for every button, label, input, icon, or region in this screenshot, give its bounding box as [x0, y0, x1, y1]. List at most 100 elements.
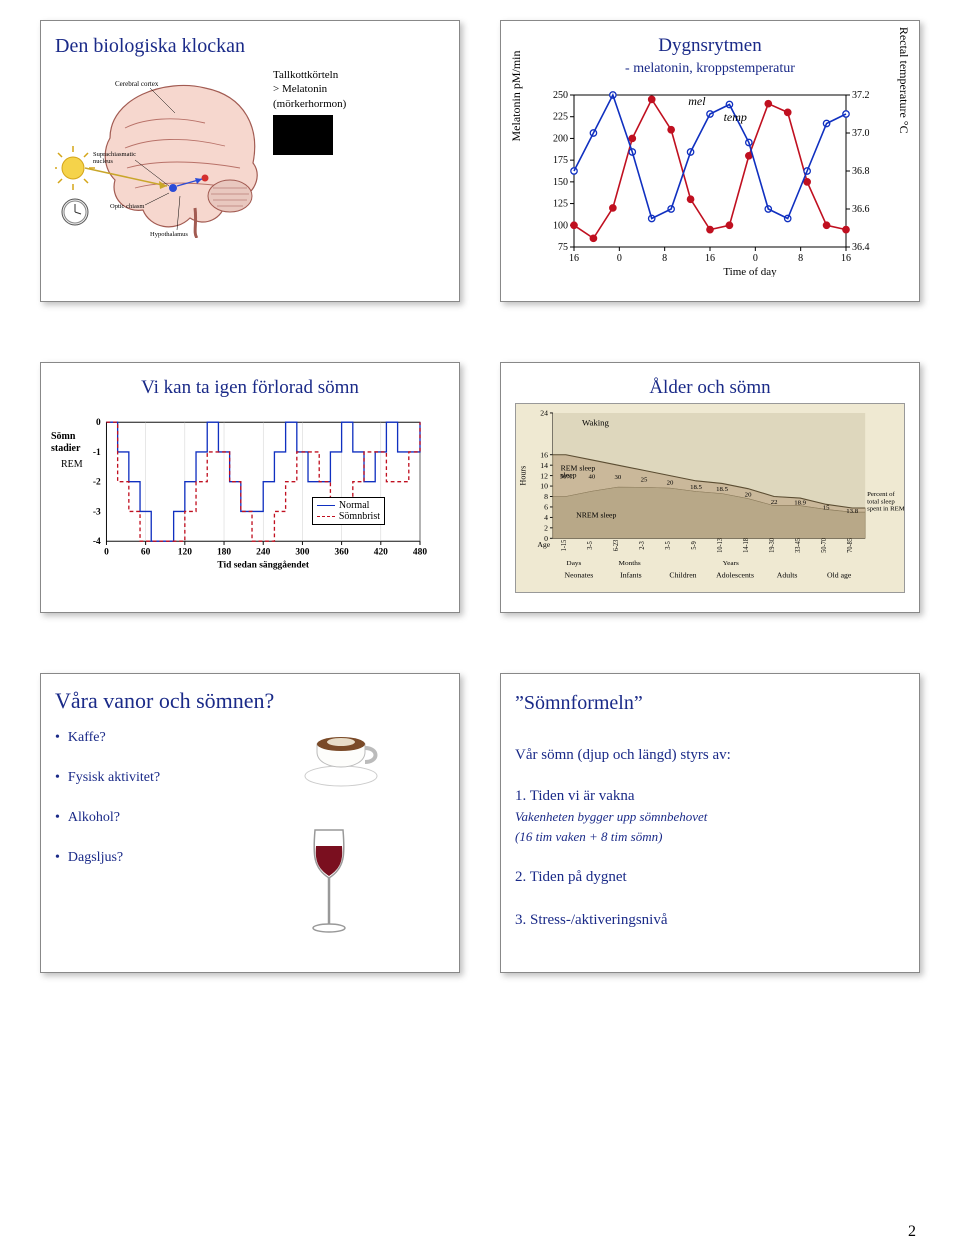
- svg-text:Infants: Infants: [620, 571, 642, 580]
- svg-text:4: 4: [544, 513, 548, 522]
- svg-text:Time of day: Time of day: [723, 266, 777, 277]
- svg-text:30: 30: [615, 474, 623, 481]
- svg-text:22: 22: [771, 499, 778, 506]
- svg-text:0: 0: [617, 253, 622, 264]
- svg-text:8: 8: [544, 492, 548, 501]
- label-scn: Suprachiasmatic: [93, 151, 136, 158]
- pineal-line1: Tallkottkörteln: [273, 68, 346, 82]
- svg-text:37.0: 37.0: [852, 128, 870, 139]
- svg-text:3-5: 3-5: [587, 541, 594, 549]
- formula-item1: 1. Tiden vi är vakna Vakenheten bygger u…: [515, 785, 905, 847]
- svg-text:-3: -3: [93, 507, 101, 517]
- svg-text:Months: Months: [618, 559, 641, 567]
- svg-text:Old age: Old age: [827, 571, 852, 580]
- svg-text:14-18: 14-18: [743, 537, 750, 552]
- svg-text:Age: Age: [537, 541, 551, 550]
- svg-text:120: 120: [178, 547, 192, 557]
- coffee-icon: [299, 714, 389, 794]
- svg-text:125: 125: [553, 199, 568, 210]
- panel6-title: ”Sömnformeln”: [515, 688, 905, 718]
- panel-sleep-recovery: Vi kan ta igen förlorad sömn Sömn stadie…: [40, 362, 460, 613]
- svg-text:Days: Days: [566, 559, 581, 567]
- panel-age-sleep: Ålder och sömn 024681012141624Hours1-153…: [500, 362, 920, 613]
- svg-text:-2: -2: [93, 478, 101, 488]
- ylabel-right: Rectal temperature °C: [896, 27, 911, 134]
- svg-text:50-70: 50-70: [821, 537, 828, 552]
- svg-text:sleep: sleep: [561, 471, 577, 480]
- svg-text:14: 14: [540, 461, 548, 470]
- svg-text:0: 0: [104, 547, 109, 557]
- ylabel-left: Melatonin pM/min: [509, 51, 524, 142]
- svg-text:24: 24: [540, 409, 548, 418]
- svg-text:spent in REM: spent in REM: [867, 506, 905, 513]
- svg-text:37.2: 37.2: [852, 90, 870, 101]
- svg-text:100: 100: [553, 220, 568, 231]
- svg-text:20: 20: [745, 492, 753, 499]
- panel5-title: Våra vanor och sömnen?: [55, 688, 445, 714]
- svg-text:33-45: 33-45: [795, 538, 802, 553]
- panel-sleep-formula: ”Sömnformeln” Vår sömn (djup och längd) …: [500, 673, 920, 973]
- legend-deprived: Sömnbrist: [339, 511, 380, 522]
- panel-circadian-chart: Dygnsrytmen - melatonin, kroppstemperatu…: [500, 20, 920, 302]
- age-sleep-svg: 024681012141624Hours1-153-56-232-33-55-9…: [515, 403, 905, 593]
- label-cortex: Cerebral cortex: [115, 80, 159, 88]
- svg-text:nucleus: nucleus: [93, 158, 113, 165]
- svg-text:36.6: 36.6: [852, 204, 870, 215]
- svg-text:1-15: 1-15: [561, 540, 568, 551]
- svg-text:75: 75: [558, 242, 568, 253]
- svg-text:Waking: Waking: [582, 419, 610, 428]
- svg-text:240: 240: [256, 547, 270, 557]
- svg-text:0: 0: [753, 253, 758, 264]
- svg-text:200: 200: [553, 133, 568, 144]
- svg-text:Tid sedan sänggåendet: Tid sedan sänggåendet: [217, 560, 309, 571]
- panel2-title: Dygnsrytmen: [515, 35, 905, 57]
- pineal-line3: (mörkerhormon): [273, 97, 346, 111]
- svg-text:12: 12: [540, 472, 548, 481]
- page-number: 2: [908, 1223, 916, 1241]
- svg-text:60: 60: [141, 547, 151, 557]
- svg-text:Adults: Adults: [777, 571, 798, 580]
- pineal-line2: > Melatonin: [273, 82, 346, 96]
- svg-text:2: 2: [544, 524, 548, 533]
- svg-text:19-30: 19-30: [769, 537, 776, 552]
- svg-text:18.5: 18.5: [690, 484, 702, 491]
- panel2-subtitle: - melatonin, kroppstemperatur: [515, 61, 905, 77]
- habit-alcohol: •Alkohol?: [55, 810, 445, 826]
- svg-text:40: 40: [589, 474, 597, 481]
- label-hypo: Hypothalamus: [150, 231, 188, 238]
- svg-text:36.4: 36.4: [852, 242, 870, 253]
- svg-text:total sleep: total sleep: [867, 499, 895, 506]
- svg-text:Percent of: Percent of: [867, 491, 896, 498]
- svg-text:300: 300: [295, 547, 309, 557]
- panel-habits: Våra vanor och sömnen? •Kaffe? •Fysisk a…: [40, 673, 460, 973]
- panel1-title: Den biologiska klockan: [55, 35, 445, 58]
- svg-text:150: 150: [553, 177, 568, 188]
- svg-text:Children: Children: [669, 571, 696, 580]
- p3-yl1: Sömn: [51, 431, 75, 442]
- habit-daylight: •Dagsljus?: [55, 850, 445, 866]
- svg-text:480: 480: [413, 547, 427, 557]
- svg-text:420: 420: [374, 547, 388, 557]
- svg-text:mel: mel: [688, 94, 706, 108]
- panel4-title: Ålder och sömn: [515, 377, 905, 399]
- svg-text:180: 180: [217, 547, 231, 557]
- svg-text:0: 0: [96, 418, 101, 428]
- svg-text:8: 8: [798, 253, 803, 264]
- svg-text:16: 16: [705, 253, 715, 264]
- svg-text:16: 16: [569, 253, 579, 264]
- svg-text:25: 25: [641, 477, 648, 484]
- svg-text:16: 16: [540, 451, 548, 460]
- svg-text:360: 360: [335, 547, 349, 557]
- svg-text:2-3: 2-3: [639, 541, 646, 549]
- svg-text:5-9: 5-9: [691, 541, 698, 549]
- svg-text:Neonates: Neonates: [564, 571, 593, 580]
- wine-icon: [299, 824, 359, 944]
- svg-text:8: 8: [662, 253, 667, 264]
- svg-text:6: 6: [544, 503, 548, 512]
- svg-text:36.8: 36.8: [852, 166, 870, 177]
- legend-normal: Normal: [339, 500, 370, 511]
- svg-text:20: 20: [667, 480, 675, 487]
- label-optic: Optic chiasm: [110, 203, 144, 210]
- svg-text:70-85: 70-85: [847, 538, 854, 553]
- p3-yl2: stadier: [51, 443, 80, 454]
